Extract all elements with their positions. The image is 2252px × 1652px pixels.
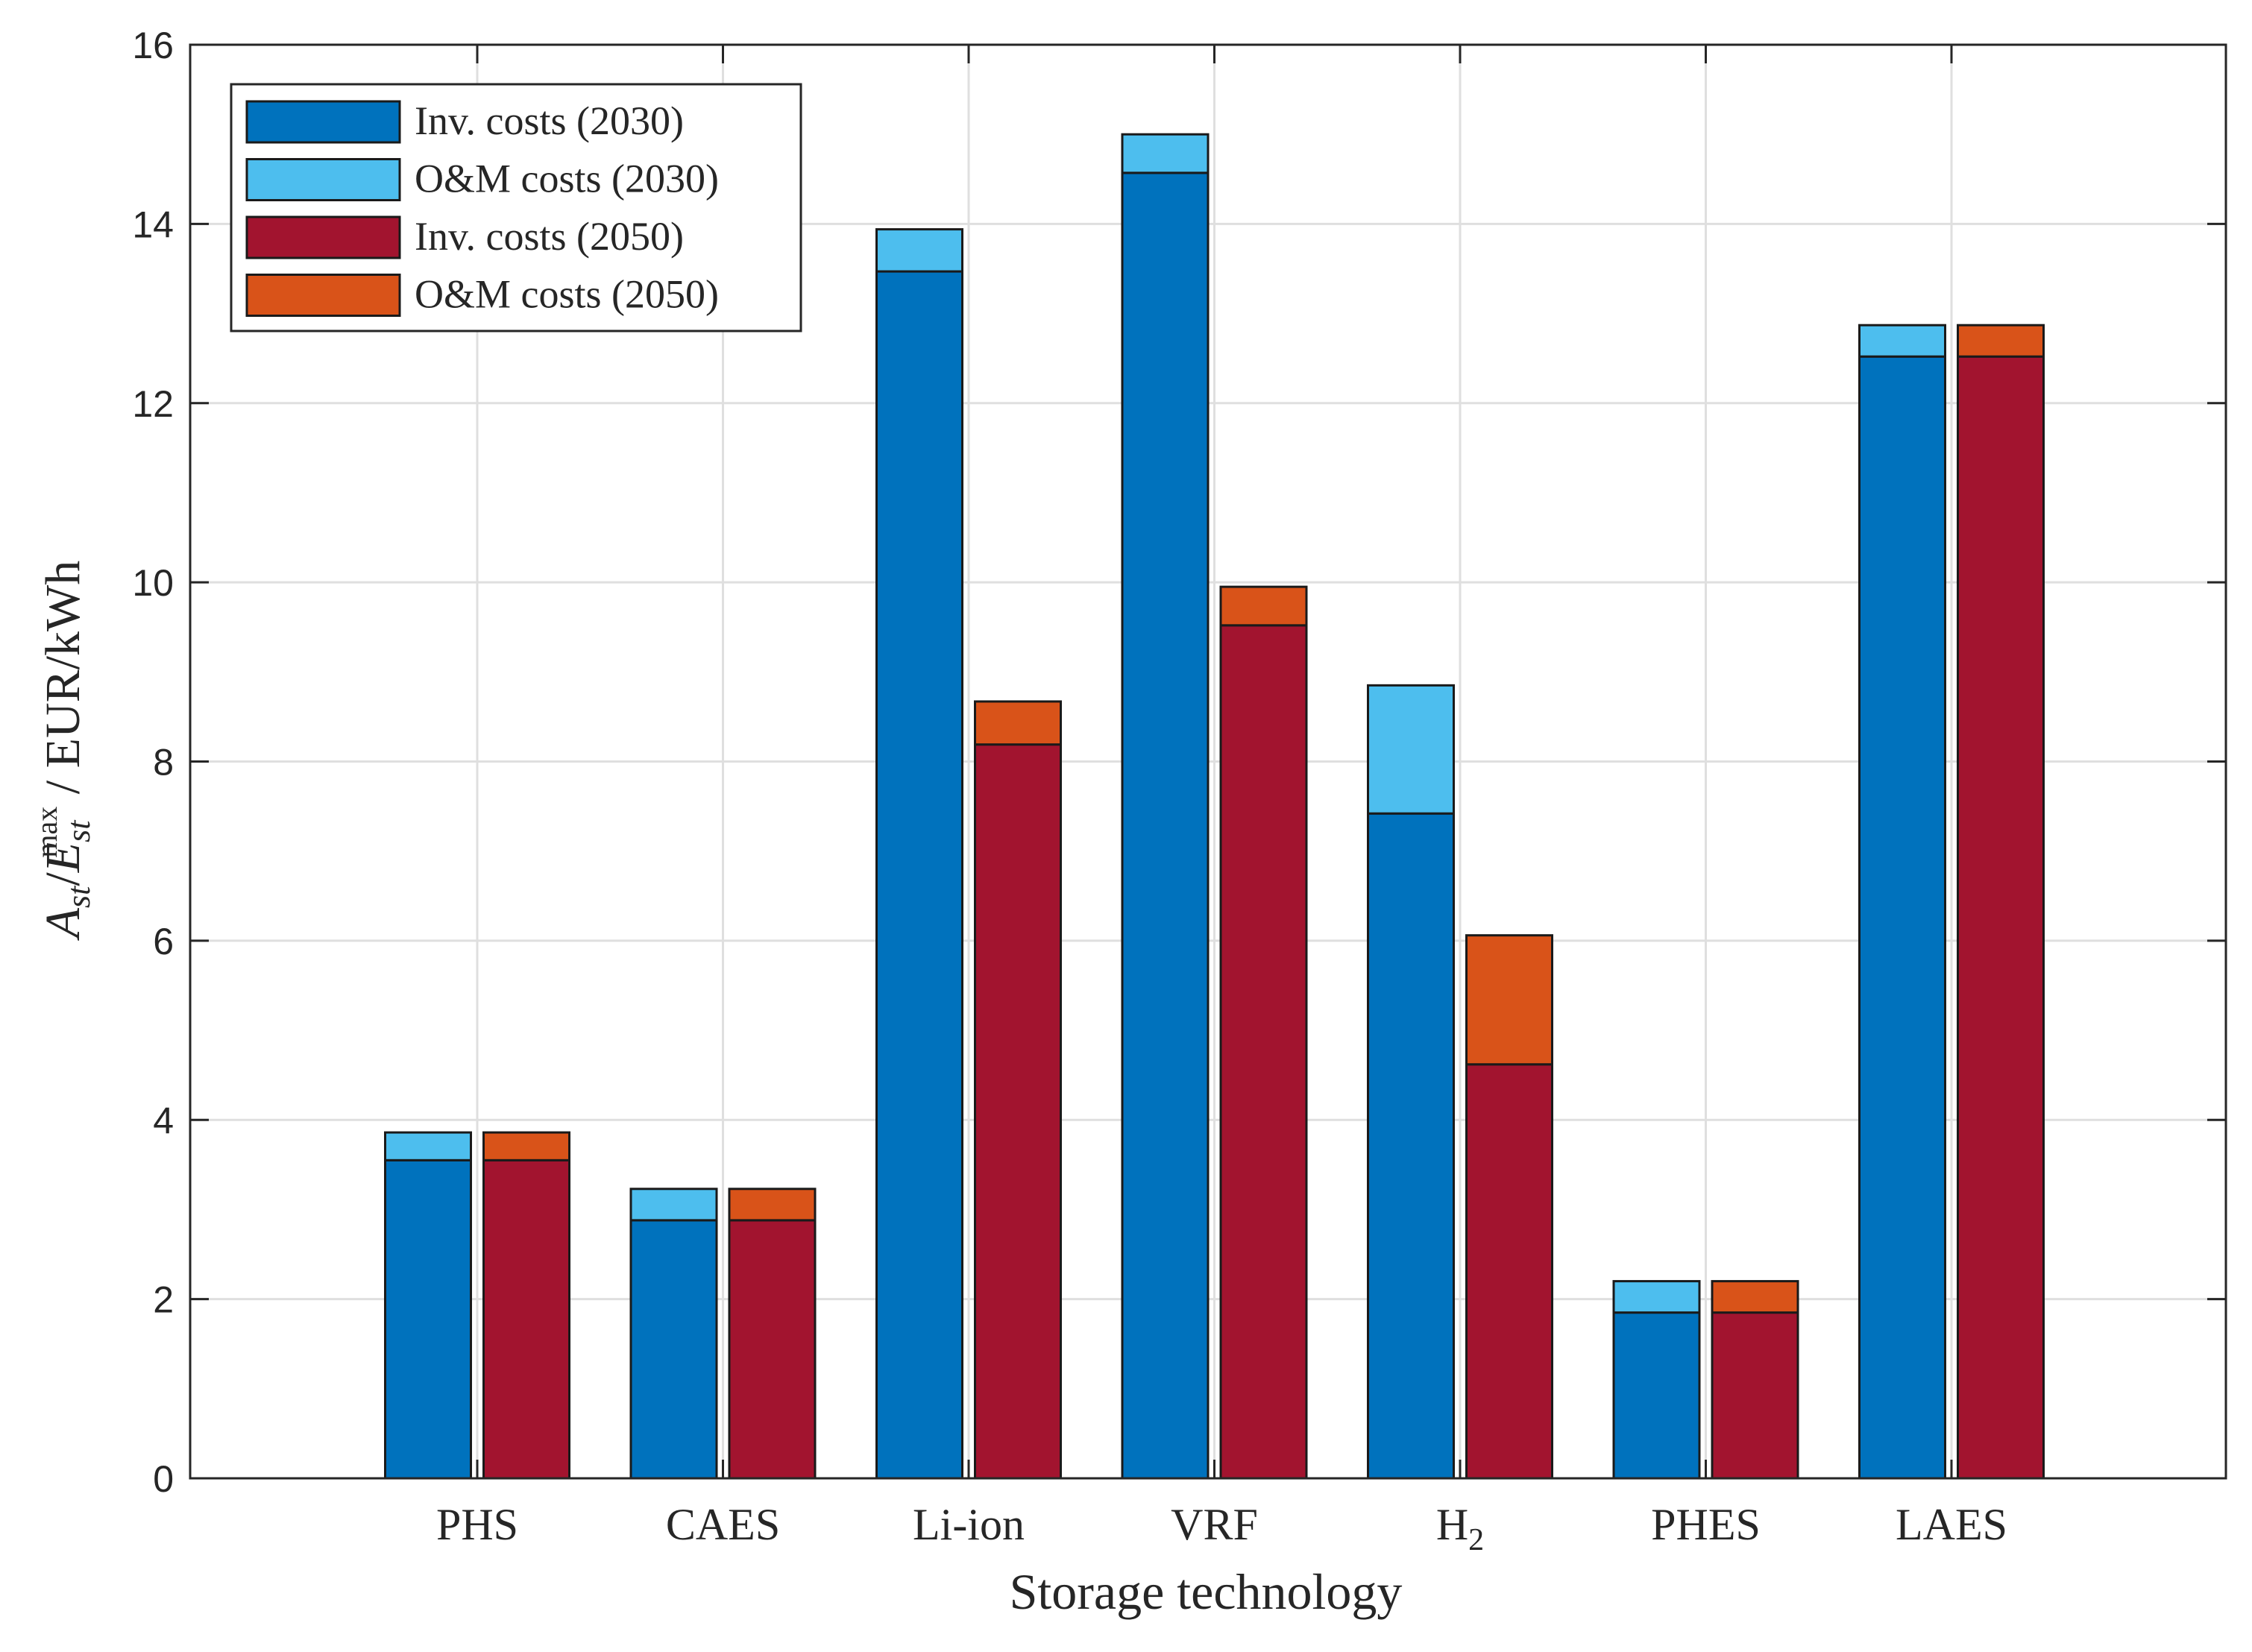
x-tick-label-main: LAES xyxy=(1896,1500,2007,1549)
x-axis-label: Storage technology xyxy=(1010,1563,1403,1620)
bar-phs-inv-costs-2030 xyxy=(384,1158,472,1480)
x-tick-label: CAES xyxy=(666,1500,780,1549)
y-tick-label: 8 xyxy=(153,742,174,784)
x-tick-label: VRF xyxy=(1171,1500,1258,1549)
y-label-e-sub: st xyxy=(60,819,97,842)
bars xyxy=(384,133,2045,1480)
bar-phes-o-m-costs-2050 xyxy=(1711,1280,1799,1314)
x-tick-label-main: CAES xyxy=(666,1500,780,1549)
x-tick-labels: PHS CAES Li-ion VRF H2 PHES LAES xyxy=(436,1500,2007,1557)
y-tick-label: 12 xyxy=(132,383,174,425)
bar-phes-inv-costs-2030 xyxy=(1612,1311,1701,1480)
legend-label: O&M costs (2050) xyxy=(415,272,719,317)
bar-li-ion-o-m-costs-2050 xyxy=(974,700,1062,746)
y-tick-label: 0 xyxy=(153,1458,174,1500)
bar-vrf-o-m-costs-2030 xyxy=(1121,133,1210,174)
bar-vrf-inv-costs-2030 xyxy=(1121,171,1210,1480)
legend-swatch xyxy=(245,274,401,317)
x-tick-label-main: Li-ion xyxy=(913,1500,1025,1549)
bar-caes-inv-costs-2030 xyxy=(629,1219,718,1480)
x-tick-label: LAES xyxy=(1896,1500,2007,1549)
x-tick-label-main: H xyxy=(1436,1500,1468,1549)
x-tick-label-sub: 2 xyxy=(1468,1523,1484,1557)
bar-laes-inv-costs-2050 xyxy=(1957,355,2045,1480)
y-axis-label: Ast/Estmax / EUR/kWh xyxy=(30,561,97,942)
x-tick-label: PHES xyxy=(1651,1500,1761,1549)
x-tick-label: PHS xyxy=(436,1500,518,1549)
tick-marks xyxy=(190,43,2226,1480)
bar-vrf-inv-costs-2050 xyxy=(1219,624,1308,1480)
legend: Inv. costs (2030) O&M costs (2030) Inv. co… xyxy=(230,83,802,332)
y-label-e: E xyxy=(36,842,90,873)
bar-h-inv-costs-2050 xyxy=(1465,1063,1553,1480)
bar-laes-o-m-costs-2050 xyxy=(1957,324,2045,358)
bar-phes-inv-costs-2050 xyxy=(1711,1311,1799,1480)
y-label-e-sup: max xyxy=(30,807,63,858)
bar-li-ion-inv-costs-2050 xyxy=(974,743,1062,1480)
bar-phs-inv-costs-2050 xyxy=(482,1158,570,1480)
bar-phes-o-m-costs-2030 xyxy=(1612,1280,1701,1314)
bar-caes-o-m-costs-2030 xyxy=(629,1188,718,1222)
y-tick-label: 2 xyxy=(153,1279,174,1321)
bar-li-ion-inv-costs-2030 xyxy=(875,270,963,1480)
legend-swatch xyxy=(245,215,401,259)
legend-swatch xyxy=(245,158,401,201)
y-tick-label: 14 xyxy=(132,204,174,245)
legend-label: O&M costs (2030) xyxy=(415,157,719,201)
y-label-unit: / EUR/kWh xyxy=(36,561,90,807)
y-tick-label: 16 xyxy=(132,25,174,66)
bar-h-o-m-costs-2050 xyxy=(1465,934,1553,1066)
bar-caes-inv-costs-2050 xyxy=(728,1219,817,1480)
x-tick-label-main: PHS xyxy=(436,1500,518,1549)
y-tick-label: 6 xyxy=(153,921,174,962)
bar-h-inv-costs-2030 xyxy=(1367,812,1455,1480)
bar-caes-o-m-costs-2050 xyxy=(728,1188,817,1222)
bar-h-o-m-costs-2030 xyxy=(1367,684,1455,815)
legend-swatch xyxy=(245,100,401,144)
y-label-a: A xyxy=(36,907,90,941)
x-tick-label: H2 xyxy=(1436,1500,1484,1557)
bar-phs-o-m-costs-2050 xyxy=(482,1131,570,1161)
x-tick-label: Li-ion xyxy=(913,1500,1025,1549)
bar-laes-o-m-costs-2030 xyxy=(1858,324,1946,358)
legend-label: Inv. costs (2050) xyxy=(415,214,684,259)
y-label-a-sub: st xyxy=(60,885,97,908)
y-tick-labels: 0 2 4 6 8 10 12 14 16 xyxy=(132,25,174,1500)
legend-label: Inv. costs (2030) xyxy=(415,98,684,143)
bar-vrf-o-m-costs-2050 xyxy=(1219,585,1308,627)
y-tick-label: 10 xyxy=(132,562,174,604)
bar-li-ion-o-m-costs-2030 xyxy=(875,228,963,273)
x-tick-label-main: VRF xyxy=(1171,1500,1258,1549)
bar-phs-o-m-costs-2030 xyxy=(384,1131,472,1161)
x-tick-label-main: PHES xyxy=(1651,1500,1761,1549)
y-tick-label: 4 xyxy=(153,1100,174,1141)
bar-laes-inv-costs-2030 xyxy=(1858,355,1946,1480)
y-label-sep: / xyxy=(36,872,90,886)
